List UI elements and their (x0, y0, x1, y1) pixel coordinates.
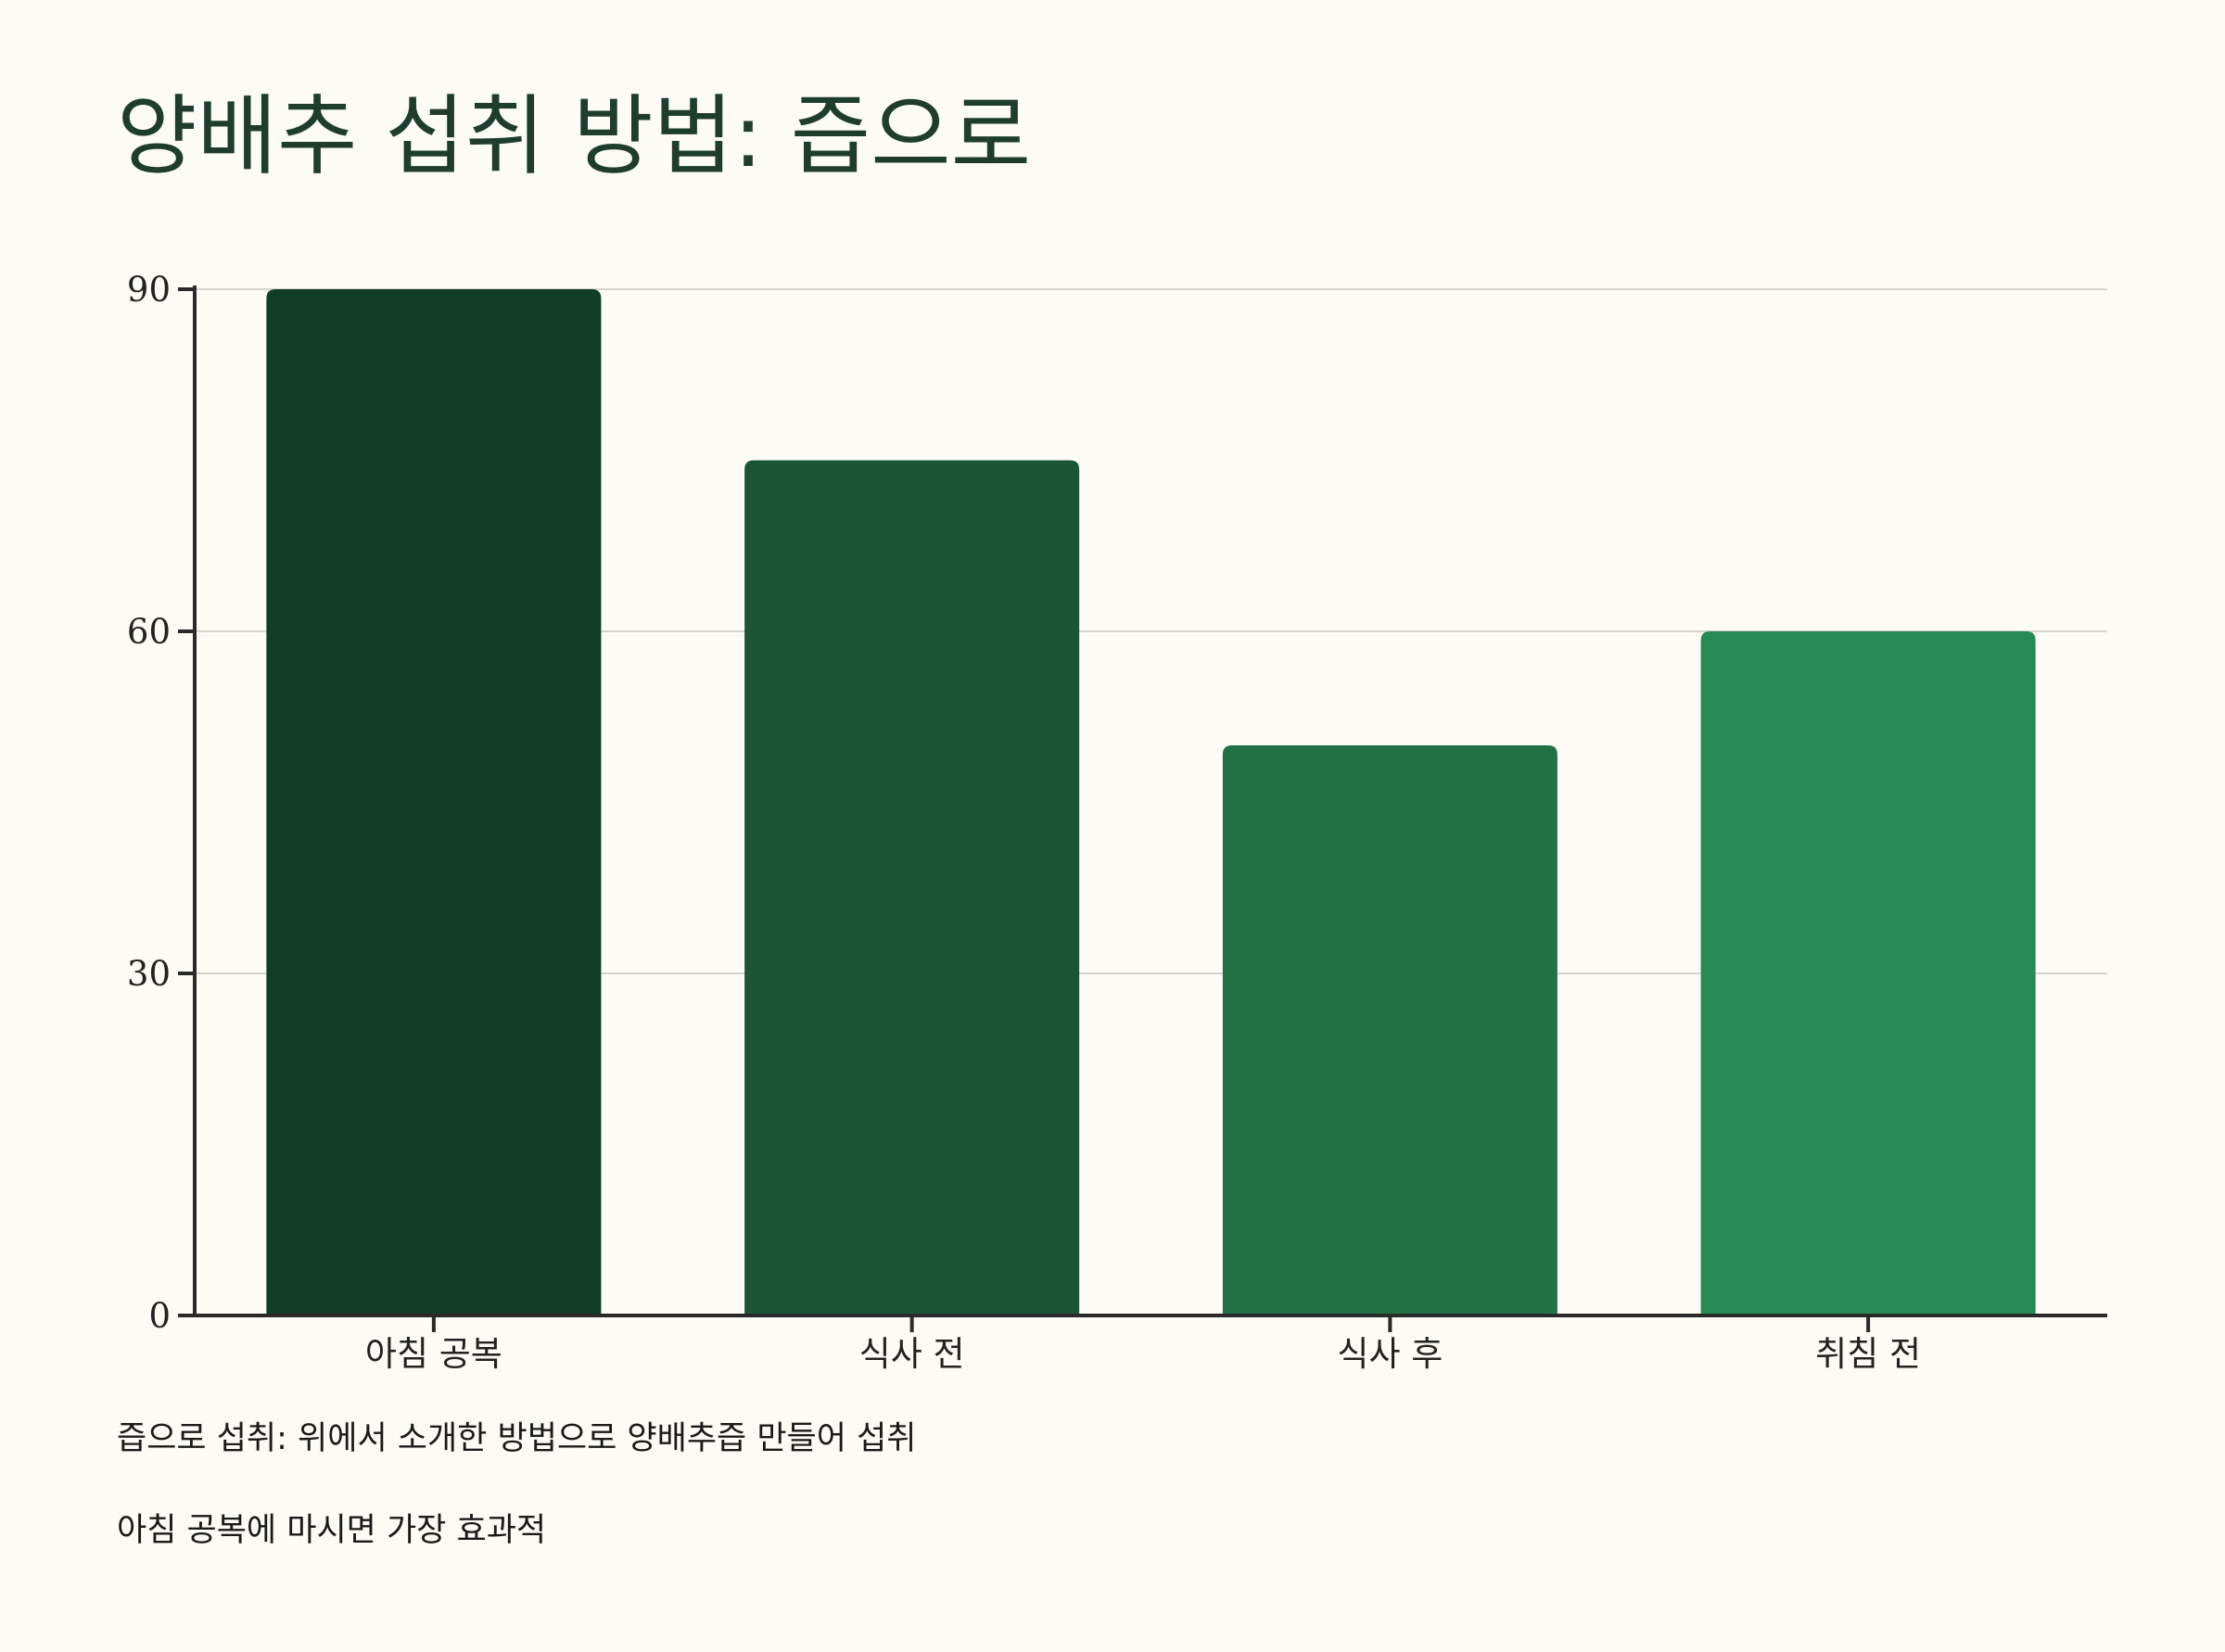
x-tick-label: 식사 전 (859, 1334, 965, 1374)
x-tick-label: 아침 공복 (365, 1334, 502, 1374)
bar (744, 460, 1080, 1315)
x-ticks: 아침 공복 식사 전 식사 후 취침 전 (365, 1315, 1921, 1374)
bar (266, 289, 602, 1315)
y-tick-label: 0 (148, 1296, 171, 1336)
note-tip: 아침 공복에 마시면 가장 효과적 (117, 1512, 547, 1549)
x-tick-label: 식사 후 (1337, 1334, 1443, 1374)
bars (266, 289, 2036, 1315)
note-method: 즙으로 섭취: 위에서 소개한 방법으로 양배추즙 만들어 섭취 (117, 1420, 917, 1457)
axes (193, 286, 2107, 1317)
y-tick-label: 30 (127, 954, 171, 994)
x-tick-label: 취침 전 (1815, 1334, 1921, 1374)
bar (1222, 745, 1558, 1315)
y-ticks: 0 30 60 90 (127, 270, 195, 1336)
chart-title: 양배추 섭취 방법: 즙으로 (117, 86, 1032, 187)
y-tick-label: 90 (127, 270, 171, 310)
y-tick-label: 60 (127, 612, 171, 652)
bar (1700, 631, 2036, 1315)
bar-chart: 0 30 60 90 아침 공복 식사 전 식사 후 취침 전 (127, 270, 2107, 1374)
